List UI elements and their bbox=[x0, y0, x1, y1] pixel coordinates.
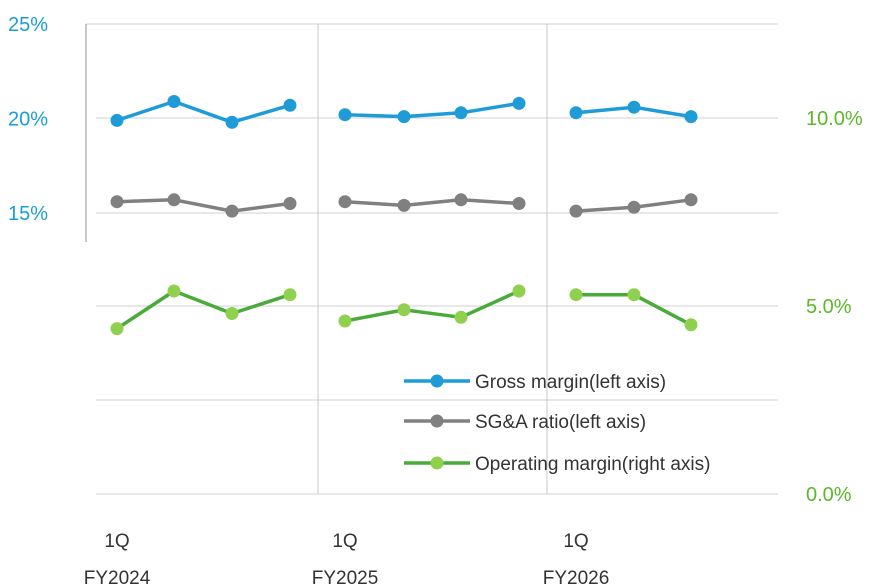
data-point bbox=[338, 195, 352, 209]
series-line-segment bbox=[116, 99, 291, 125]
series-2 bbox=[110, 284, 698, 336]
data-point bbox=[569, 204, 583, 218]
data-point bbox=[110, 195, 124, 209]
data-point bbox=[397, 110, 411, 124]
right-axis-tick-label: 10.0% bbox=[806, 108, 863, 130]
series-line-segment bbox=[344, 101, 520, 119]
data-point bbox=[338, 314, 352, 328]
series-0 bbox=[110, 95, 698, 129]
legend-swatch-marker bbox=[430, 456, 444, 470]
series-line-segment bbox=[344, 198, 520, 208]
data-point bbox=[110, 113, 124, 127]
legend-item: Gross margin(left axis) bbox=[404, 372, 666, 393]
data-point bbox=[283, 98, 297, 112]
left-axis-tick-label: 25% bbox=[8, 14, 48, 36]
data-point bbox=[397, 303, 411, 317]
data-point bbox=[627, 100, 641, 114]
data-point bbox=[512, 197, 526, 210]
x-tick-label-year: FY2026 bbox=[543, 568, 610, 588]
x-tick-label-quarter: 1Q bbox=[104, 531, 129, 552]
data-point bbox=[338, 108, 352, 122]
series-1 bbox=[110, 193, 698, 218]
data-point bbox=[225, 307, 239, 320]
data-point bbox=[684, 193, 698, 207]
right-axis-tick-label: 5.0% bbox=[806, 296, 852, 318]
left-axis-tick-label: 15% bbox=[8, 203, 48, 225]
left-axis-tick-label: 20% bbox=[8, 109, 48, 131]
right-axis-tick-label: 0.0% bbox=[806, 484, 852, 506]
series-layer bbox=[110, 95, 698, 336]
data-point bbox=[454, 193, 468, 207]
data-point bbox=[569, 288, 583, 302]
x-tick-label-quarter: 1Q bbox=[563, 531, 588, 552]
series-line-segment bbox=[344, 289, 520, 323]
data-point bbox=[569, 106, 583, 120]
data-point bbox=[627, 200, 641, 214]
legend-label: Operating margin(right axis) bbox=[475, 454, 710, 475]
x-tick-label-year: FY2025 bbox=[312, 568, 379, 588]
axes: 25% 20% 15% 10.0% 5.0% 0.0% 1Q FY2024 1Q FY2025 1Q… bbox=[8, 14, 863, 588]
legend-item: Operating margin(right axis) bbox=[404, 454, 710, 475]
data-point bbox=[167, 193, 181, 207]
series-line-segment bbox=[116, 289, 291, 331]
data-point bbox=[627, 288, 641, 302]
data-point bbox=[167, 95, 181, 108]
data-point bbox=[512, 96, 526, 110]
x-tick-label-quarter: 1Q bbox=[332, 531, 357, 552]
data-point bbox=[110, 322, 124, 336]
legend-label: SG&A ratio(left axis) bbox=[475, 412, 646, 433]
data-point bbox=[512, 284, 526, 298]
series-line-segment bbox=[116, 198, 291, 213]
data-point bbox=[283, 197, 297, 210]
legend-swatch-marker bbox=[430, 414, 444, 428]
data-point bbox=[225, 115, 239, 129]
data-point bbox=[684, 110, 698, 124]
legend-label: Gross margin(left axis) bbox=[475, 372, 666, 393]
data-point bbox=[397, 198, 411, 212]
data-point bbox=[684, 318, 698, 332]
data-point bbox=[225, 204, 239, 218]
legend-swatch-marker bbox=[430, 374, 444, 388]
data-point bbox=[167, 284, 181, 298]
data-point bbox=[454, 310, 468, 324]
x-tick-label-year: FY2024 bbox=[84, 568, 151, 588]
legend-item: SG&A ratio(left axis) bbox=[404, 412, 646, 433]
data-point bbox=[283, 288, 297, 302]
data-point bbox=[454, 106, 468, 120]
legend: Gross margin(left axis) SG&A ratio(left a… bbox=[404, 372, 710, 475]
